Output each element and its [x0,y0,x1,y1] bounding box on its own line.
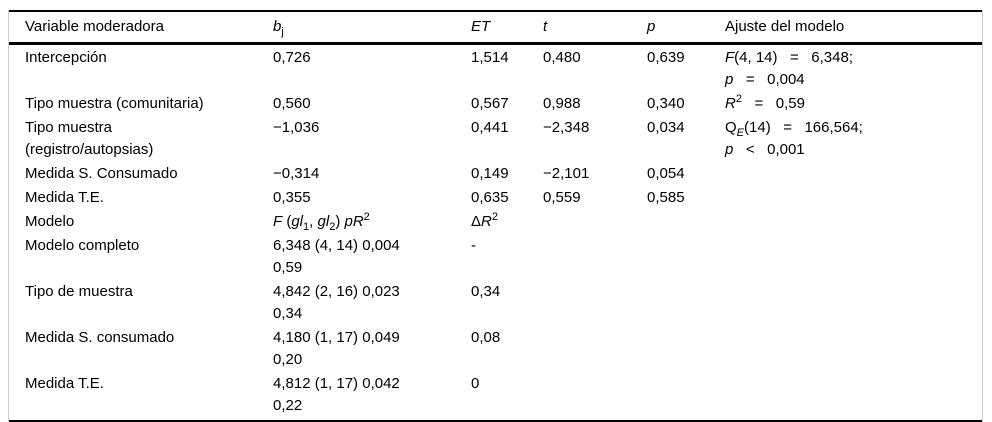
cell-p [647,325,725,371]
cell-p [647,209,725,233]
cell-bj: 0,355 [273,188,311,206]
cell-t [543,233,647,279]
cell-et: - [471,236,476,254]
header-row: Variable moderadora bj ET t p Ajuste del… [9,11,982,45]
cell-ajuste [725,371,982,421]
cell-et: 0,567 [471,94,509,112]
cell-t: 0,988 [543,94,581,112]
cell-p [647,279,725,325]
table-row-medida-te: Medida T.E. 0,355 0,635 0,559 0,585 [9,185,982,209]
cell-bj: 4,180 (1, 17) 0,049 0,20 [273,328,400,368]
table-row-modelo-header: Modelo F (gl1, gl2) pR2 ΔR2 [9,209,982,233]
cell-variable: Intercepción [25,48,107,66]
table-row-medida-te-modelo: Medida T.E. 4,812 (1, 17) 0,042 0,22 0 [9,371,982,421]
cell-bj: F (gl1, gl2) pR2 [273,210,370,233]
cell-t [543,371,647,421]
cell-variable: Tipo muestra (comunitaria) [25,94,204,112]
cell-t [543,325,647,371]
cell-t: 0,480 [543,48,581,66]
table-row-medida-s-consumado: Medida S. Consumado −0,314 0,149 −2,101 … [9,161,982,185]
cell-ajuste [725,185,982,209]
moderator-analysis-table: Variable moderadora bj ET t p Ajuste del… [9,10,982,422]
cell-et: 0,635 [471,188,509,206]
table-row-modelo-completo: Modelo completo 6,348 (4, 14) 0,004 0,59 … [9,233,982,279]
cell-variable: Medida T.E. [25,374,104,392]
cell-variable: Modelo completo [25,236,140,254]
cell-variable: Medida T.E. [25,188,104,206]
cell-p: 0,034 [647,118,685,136]
cell-t [543,279,647,325]
cell-bj: 6,348 (4, 14) 0,004 0,59 [273,236,400,276]
cell-bj: 4,842 (2, 16) 0,023 0,34 [273,282,400,322]
table-row-intercepcion: Intercepción 0,726 1,514 0,480 0,639 F(4… [9,43,982,91]
cell-variable: Tipo muestra (registro/autopsias) [25,118,154,158]
cell-p: 0,054 [647,164,685,182]
cell-et: 0,149 [471,164,509,182]
cell-p: 0,585 [647,188,685,206]
table-row-tipo-muestra-comunitaria: Tipo muestra (comunitaria) 0,560 0,567 0… [9,91,982,115]
cell-bj: 0,726 [273,48,311,66]
cell-variable: Modelo [25,212,75,230]
cell-t: −2,101 [543,164,590,182]
cell-ajuste [725,209,982,233]
cell-ajuste [725,233,982,279]
cell-variable: Tipo de muestra [25,282,133,300]
col-header-variable: Variable moderadora [9,11,273,45]
col-header-bj: bj [273,11,471,45]
cell-ajuste [725,325,982,371]
cell-et: 0,34 [471,282,501,300]
cell-p: 0,639 [647,48,685,66]
cell-p [647,233,725,279]
cell-et: 0,08 [471,328,501,346]
col-header-t: t [543,11,647,45]
col-header-ajuste: Ajuste del modelo [725,11,982,45]
cell-et: ΔR2 [471,210,498,230]
col-header-p: p [647,11,725,45]
cell-ajuste: F(4, 14) = 6,348; p = 0,004 [725,48,853,88]
cell-variable: Medida S. Consumado [25,164,178,182]
cell-p [647,371,725,421]
cell-et: 0,441 [471,118,509,136]
col-header-et: ET [471,11,543,45]
cell-p: 0,340 [647,94,685,112]
cell-bj: −1,036 [273,118,320,136]
cell-ajuste [725,279,982,325]
cell-t [543,209,647,233]
table-row-medida-s-consumado-modelo: Medida S. consumado 4,180 (1, 17) 0,049 0… [9,325,982,371]
cell-bj: 4,812 (1, 17) 0,042 0,22 [273,374,400,414]
cell-et: 1,514 [471,48,509,66]
cell-ajuste [725,161,982,185]
cell-t: 0,559 [543,188,581,206]
cell-et: 0 [471,374,480,392]
cell-bj: −0,314 [273,164,320,182]
table-row-tipo-muestra-registro: Tipo muestra (registro/autopsias) −1,036 … [9,115,982,161]
cell-ajuste: R2 = 0,59 [725,92,805,112]
cell-bj: 0,560 [273,94,311,112]
cell-ajuste: QE(14) = 166,564; p < 0,001 [725,118,863,158]
cell-t: −2,348 [543,118,590,136]
cell-variable: Medida S. consumado [25,328,175,346]
table-row-tipo-de-muestra: Tipo de muestra 4,842 (2, 16) 0,023 0,34 … [9,279,982,325]
moderator-analysis-table-container: Variable moderadora bj ET t p Ajuste del… [8,10,983,422]
